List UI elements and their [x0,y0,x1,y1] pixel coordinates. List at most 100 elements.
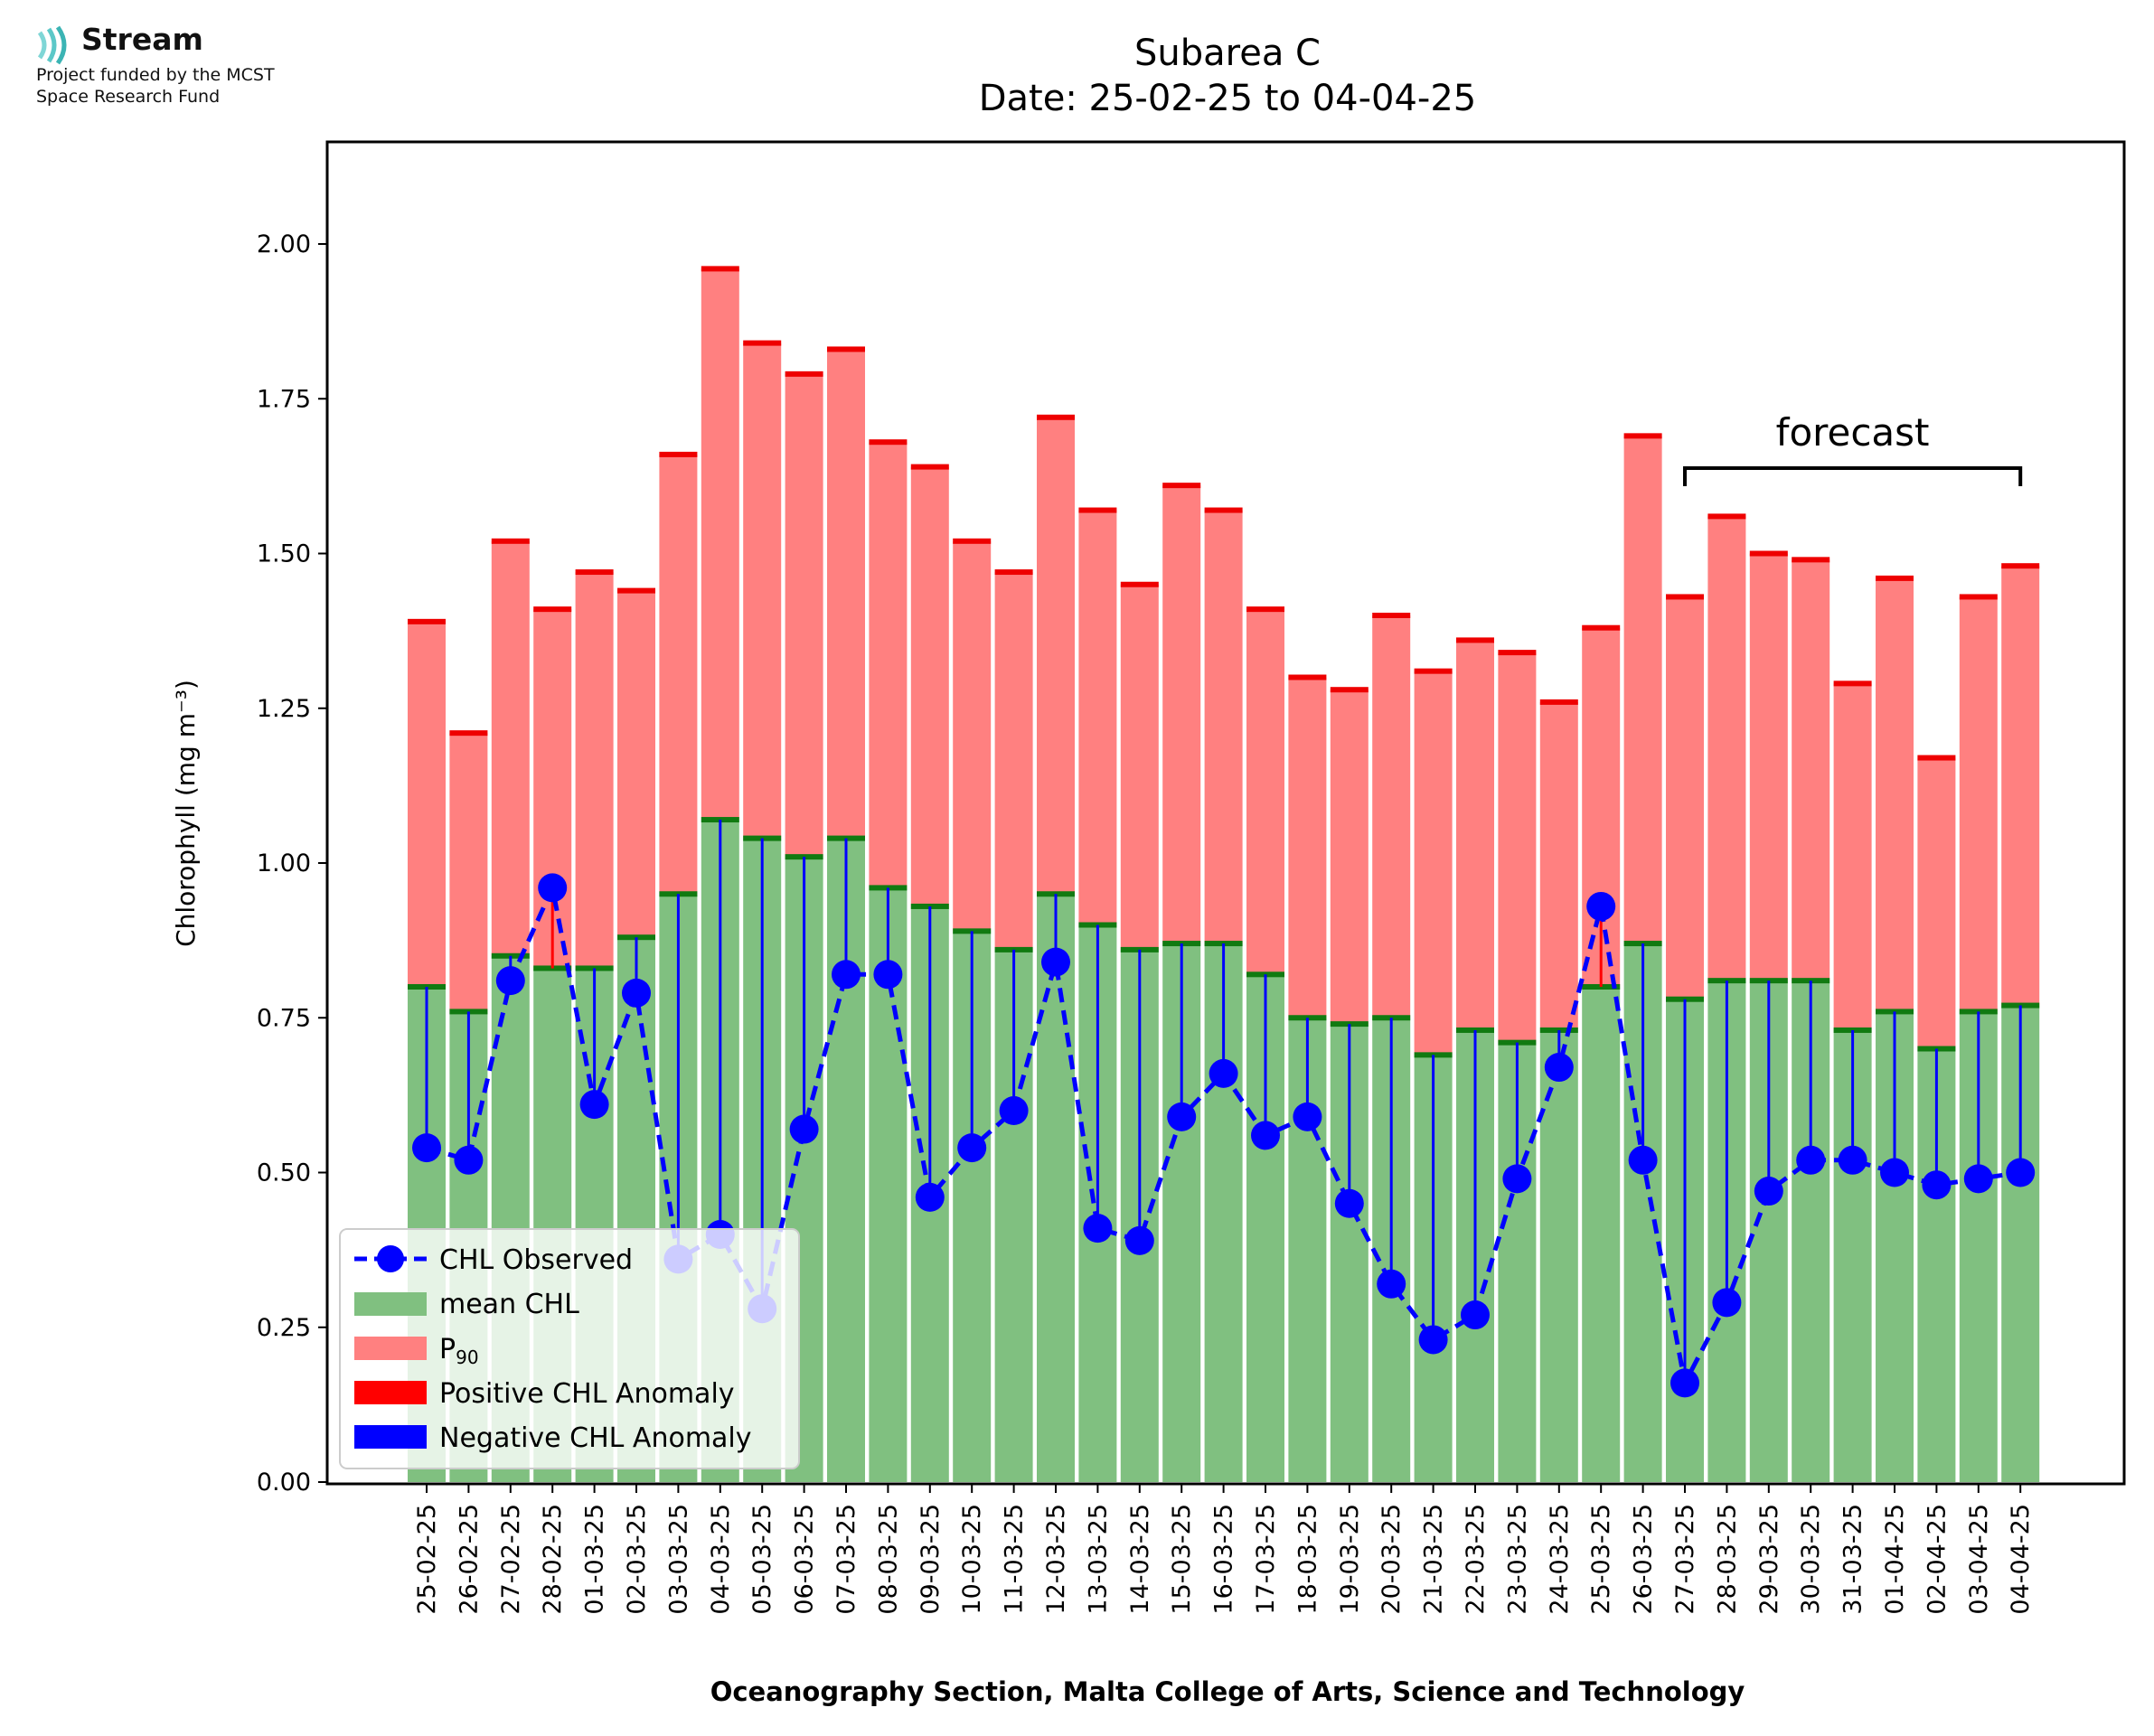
mean-bar-24-03-25 [1539,1029,1578,1482]
p90-cap-30-03-25 [1792,557,1830,563]
observed-point-27-03-25 [1670,1368,1699,1398]
observed-point-01-04-25 [1880,1158,1909,1187]
p90-bar-25-02-25 [408,621,446,987]
p90-cap-04-03-25 [701,266,739,272]
p90-cap-20-03-25 [1372,613,1411,618]
p90-bar-26-03-25 [1623,436,1662,944]
p90-cap-09-03-25 [910,464,949,470]
p90-bar-15-03-25 [1162,485,1201,944]
x-tick-label-29-03-25: 29-03-25 [1755,1504,1783,1615]
y-tick-label-0.75: 0.75 [257,1004,311,1032]
stream-waves-icon [37,25,67,65]
p90-cap-12-03-25 [1037,414,1075,420]
y-tick-label-1.50: 1.50 [257,540,311,568]
logo-line-2: Space Research Fund [36,87,221,107]
p90-cap-10-03-25 [953,538,992,544]
p90-cap-27-03-25 [1666,594,1704,600]
observed-point-14-03-25 [1124,1225,1154,1255]
p90-cap-06-03-25 [785,371,823,377]
observed-point-24-03-25 [1544,1053,1574,1083]
observed-point-27-02-25 [495,966,525,996]
observed-point-31-03-25 [1838,1145,1867,1175]
x-tick-label-01-03-25: 01-03-25 [581,1504,609,1615]
p90-bar-13-03-25 [1078,510,1117,925]
p90-cap-18-03-25 [1288,674,1327,680]
legend-observed-label: CHL Observed [439,1244,633,1276]
p90-bar-19-03-25 [1330,690,1369,1025]
p90-bar-21-03-25 [1414,671,1453,1056]
x-tick-label-28-03-25: 28-03-25 [1713,1504,1741,1615]
x-tick-label-05-03-25: 05-03-25 [748,1504,776,1615]
x-tick-label-26-02-25: 26-02-25 [455,1504,483,1615]
observed-point-19-03-25 [1334,1188,1364,1218]
x-tick-label-04-04-25: 04-04-25 [2007,1504,2035,1615]
x-tick-label-04-03-25: 04-03-25 [707,1504,735,1615]
y-tick-label-2.00: 2.00 [257,230,311,258]
p90-bar-16-03-25 [1204,510,1243,944]
p90-cap-08-03-25 [869,439,908,446]
observed-point-12-03-25 [1041,947,1070,977]
chart-subtitle: Date: 25-02-25 to 04-04-25 [979,78,1477,119]
forecast-label: forecast [1776,410,1930,455]
p90-bar-20-03-25 [1372,615,1411,1018]
x-tick-label-07-03-25: 07-03-25 [832,1504,861,1615]
observed-point-16-03-25 [1209,1058,1238,1088]
p90-cap-16-03-25 [1204,507,1243,513]
y-tick-label-1.25: 1.25 [257,695,311,723]
legend-p90-swatch [354,1337,427,1360]
x-axis: 25-02-25 26-02-25 27-02-25 28-02-25 01-03-25… [413,1484,2035,1615]
legend-positive-label: Positive CHL Anomaly [439,1378,735,1410]
x-tick-label-24-03-25: 24-03-25 [1546,1504,1574,1615]
legend-positive-swatch [354,1381,427,1404]
x-tick-label-03-04-25: 03-04-25 [1965,1504,1993,1615]
x-tick-label-25-02-25: 25-02-25 [413,1504,441,1615]
observed-point-01-03-25 [579,1090,609,1120]
p90-bar-29-03-25 [1749,553,1788,981]
observed-point-25-03-25 [1586,891,1616,921]
observed-point-02-04-25 [1922,1170,1952,1200]
observed-point-26-03-25 [1628,1145,1658,1175]
y-axis-label: Chlorophyll (mg m⁻³) [171,680,201,947]
p90-cap-05-03-25 [743,340,782,346]
x-tick-label-31-03-25: 31-03-25 [1839,1504,1867,1615]
legend-p90-sub: 90 [456,1347,478,1368]
p90-cap-04-04-25 [2001,563,2040,569]
x-tick-label-06-03-25: 06-03-25 [791,1504,819,1615]
p90-cap-26-03-25 [1623,433,1662,439]
logo-brand: Stream [81,22,203,57]
p90-bar-02-04-25 [1917,757,1956,1049]
observed-point-07-03-25 [832,960,861,990]
x-tick-label-27-03-25: 27-03-25 [1671,1504,1699,1615]
p90-cap-24-03-25 [1539,699,1578,705]
y-tick-label-0.50: 0.50 [257,1159,311,1187]
p90-bar-12-03-25 [1037,417,1075,895]
x-tick-label-02-03-25: 02-03-25 [623,1504,651,1615]
observed-point-17-03-25 [1251,1121,1280,1150]
observed-point-15-03-25 [1167,1102,1197,1131]
p90-bar-18-03-25 [1288,677,1327,1018]
observed-point-02-03-25 [622,978,651,1008]
y-tick-label-1.00: 1.00 [257,849,311,877]
p90-cap-22-03-25 [1456,637,1494,643]
p90-cap-02-03-25 [617,587,655,594]
plot-frame [325,140,2126,1486]
x-tick-label-30-03-25: 30-03-25 [1797,1504,1825,1615]
p90-bar-02-03-25 [617,590,655,938]
x-tick-label-03-03-25: 03-03-25 [664,1504,692,1615]
p90-bar-31-03-25 [1833,683,1872,1030]
logo: Stream Project funded by the MCST Space … [34,22,414,121]
observed-point-23-03-25 [1502,1164,1532,1194]
p90-bar-27-03-25 [1666,596,1704,999]
p90-cap-23-03-25 [1498,650,1537,656]
p90-cap-25-02-25 [408,618,446,624]
x-tick-label-19-03-25: 19-03-25 [1336,1504,1364,1615]
p90-cap-01-04-25 [1876,575,1914,581]
x-tick-label-01-04-25: 01-04-25 [1881,1504,1909,1615]
anomaly-stems-layer [425,820,2022,1384]
x-tick-label-16-03-25: 16-03-25 [1210,1504,1238,1615]
y-tick-label-1.75: 1.75 [257,385,311,413]
x-tick-label-28-02-25: 28-02-25 [539,1504,567,1615]
p90-cap-19-03-25 [1330,687,1369,693]
p90-cap-07-03-25 [827,346,865,352]
p90-cap-31-03-25 [1833,680,1872,687]
